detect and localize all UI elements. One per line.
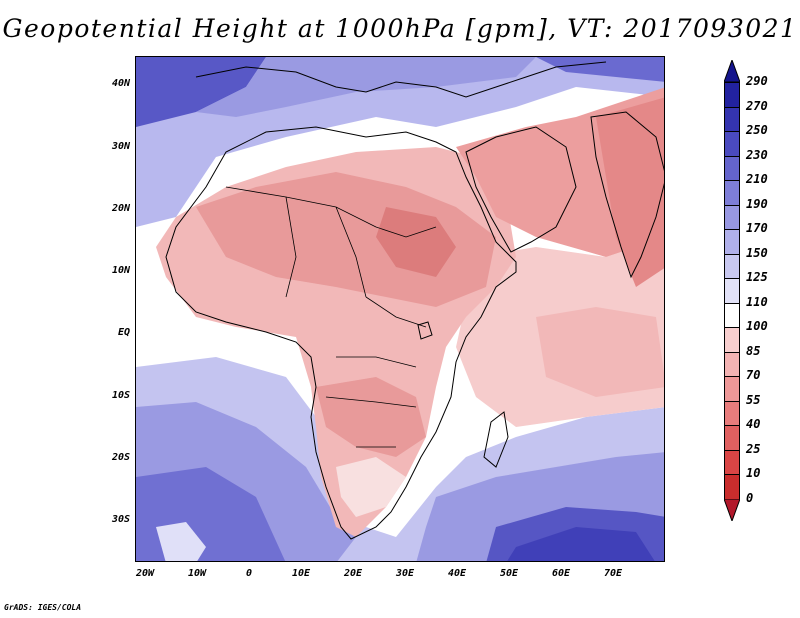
lon-label-20e: 20E [343, 568, 363, 579]
colorbar-label: 85 [746, 343, 761, 358]
colorbar-label: 150 [746, 245, 768, 260]
colorbar-segment [724, 253, 740, 278]
field-ne-blue [536, 57, 664, 82]
lon-label-50e: 50E [499, 568, 519, 579]
lon-label-10w: 10W [187, 568, 207, 579]
colorbar-label: 190 [746, 196, 768, 211]
lat-label-eq: EQ [117, 327, 130, 338]
field-north-mid [196, 57, 536, 117]
colorbar-label: 55 [746, 392, 761, 407]
colorbar-segment [724, 278, 740, 303]
colorbar-segment [724, 180, 740, 205]
field-sw-light-patch [156, 522, 206, 561]
grads-credit: GrADS: IGES/COLA [4, 603, 82, 612]
lon-label-20w: 20W [135, 568, 155, 579]
colorbar-label: 230 [746, 147, 768, 162]
colorbar-segment [724, 106, 740, 131]
colorbar-label: 125 [746, 270, 768, 284]
lon-label-60e: 60E [551, 568, 571, 579]
colorbar-label: 0 [746, 490, 754, 505]
colorbar-segment [724, 302, 740, 327]
map-title: Geopotential Height at 1000hPa [gpm], VT… [2, 14, 798, 43]
map-panel [135, 56, 665, 562]
colorbar-bottom-arrow [724, 498, 740, 521]
colorbar-label: 40 [746, 417, 761, 431]
colorbar-segment [724, 229, 740, 254]
lat-label-10s: 10S [111, 390, 130, 401]
lat-label-20s: 20S [111, 452, 130, 463]
colorbar-label: 100 [746, 319, 768, 333]
colorbar-label: 110 [746, 294, 768, 309]
colorbar-segment [724, 131, 740, 156]
colorbar-label: 10 [746, 466, 761, 480]
field-africa-core [376, 207, 456, 277]
colorbar-segment [724, 425, 740, 450]
coastline-india [590, 111, 664, 279]
lon-label-0: 0 [245, 568, 253, 579]
colorbar-label: 250 [746, 123, 768, 137]
lat-label-30n: 30N [111, 141, 130, 152]
field-sa-pale [336, 457, 406, 517]
colorbar-segment [724, 204, 740, 229]
lon-label-30e: 30E [395, 568, 415, 579]
field-north-deep [136, 57, 266, 127]
colorbar-label: 170 [746, 221, 768, 235]
colorbar-segment [724, 155, 740, 180]
coastline-arabia [465, 126, 577, 253]
colorbar-segment [724, 474, 740, 499]
colorbar-segment [724, 327, 740, 352]
colorbar-segment [724, 82, 740, 107]
colorbar-label: 290 [746, 74, 768, 88]
colorbar-top-arrow [724, 60, 740, 82]
coastline-europe [195, 61, 607, 98]
coastline-africa [165, 126, 517, 540]
map-canvas [136, 57, 664, 561]
lat-label-20n: 20N [111, 203, 130, 214]
field-south-cold-core [507, 527, 655, 561]
field-south-africa-warm [316, 377, 426, 457]
colorbar-segment [724, 351, 740, 376]
colorbar-segment [724, 449, 740, 474]
lat-label-30s: 30S [111, 514, 130, 525]
colorbar-segment [724, 376, 740, 401]
colorbar-label: 70 [746, 368, 761, 382]
coastline-madagascar [483, 411, 509, 468]
colorbar-label: 270 [746, 98, 768, 113]
colorbar-label: 210 [746, 172, 768, 186]
lon-label-10e: 10E [291, 568, 311, 579]
lat-label-10n: 10N [111, 265, 130, 276]
lon-label-70e: 70E [603, 568, 623, 579]
lat-label-40n: 40N [111, 78, 130, 89]
colorbar-label: 25 [746, 441, 761, 456]
lon-label-40e: 40E [447, 568, 467, 579]
borders-internal [225, 186, 437, 448]
lake-victoria [417, 321, 433, 340]
field-indian-warm-2 [536, 307, 664, 397]
colorbar-segment [724, 400, 740, 425]
